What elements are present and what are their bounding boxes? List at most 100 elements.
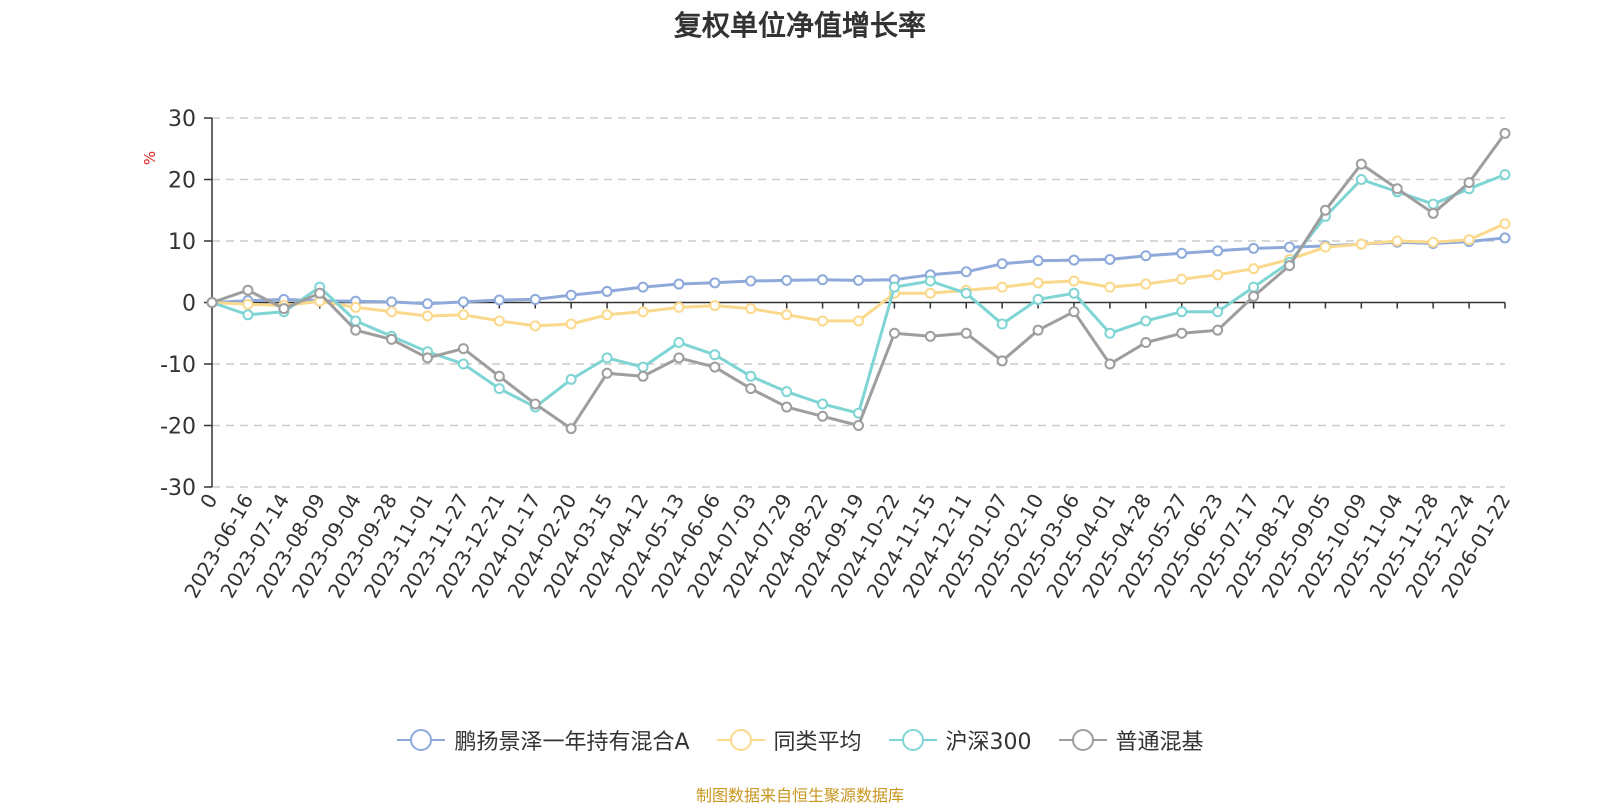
series-lines	[206, 127, 1511, 435]
data-point	[1212, 245, 1224, 257]
data-point	[673, 301, 685, 313]
tick-labels: 3020100-10-20-30%02023-06-162023-07-1420…	[141, 107, 1515, 602]
source-note: 制图数据来自恒生聚源数据库	[695, 786, 904, 805]
data-point	[1104, 253, 1116, 265]
data-point	[242, 309, 254, 321]
data-point	[1068, 275, 1080, 287]
y-tick-label: 30	[168, 107, 196, 132]
data-point	[529, 293, 541, 305]
data-point	[745, 303, 757, 315]
legend: 鹏扬景泽一年持有混合A 同类平均 沪深300 普通混基	[0, 724, 1600, 756]
data-point	[996, 355, 1008, 367]
data-point	[493, 370, 505, 382]
data-point	[1068, 287, 1080, 299]
data-point	[853, 420, 864, 431]
data-point	[924, 330, 936, 342]
data-point	[817, 410, 829, 422]
legend-item[interactable]: 同类平均	[716, 724, 862, 756]
data-point	[422, 298, 433, 310]
data-point	[1104, 327, 1116, 339]
data-point	[457, 309, 469, 321]
data-point	[565, 423, 577, 435]
data-point	[1032, 293, 1044, 305]
data-point	[1499, 127, 1511, 139]
data-point	[601, 352, 613, 364]
data-point	[1176, 306, 1188, 318]
data-point	[457, 296, 469, 308]
data-point	[888, 281, 900, 293]
series-line-2	[210, 173, 1507, 415]
data-point	[1032, 255, 1044, 267]
data-point	[493, 315, 505, 327]
data-point	[601, 367, 613, 379]
legend-item[interactable]: 鹏扬景泽一年持有混合A	[396, 724, 690, 756]
data-point	[1176, 273, 1188, 285]
data-point	[924, 275, 936, 287]
data-point	[493, 383, 505, 395]
data-point	[242, 298, 254, 310]
y-tick-label: -20	[160, 415, 196, 440]
series-line-1	[210, 222, 1507, 328]
legend-item[interactable]: 普通混基	[1058, 724, 1204, 756]
legend-marker-icon	[716, 729, 765, 751]
data-point	[1140, 278, 1152, 290]
data-point	[1391, 183, 1403, 195]
data-point	[745, 383, 757, 395]
data-point	[1212, 324, 1224, 336]
data-point	[386, 333, 398, 345]
data-point	[637, 370, 649, 382]
data-point	[565, 289, 577, 301]
data-point	[996, 281, 1008, 293]
data-point	[314, 287, 326, 299]
series-line-0	[210, 236, 1507, 306]
data-point	[1140, 336, 1152, 348]
data-point	[1463, 177, 1475, 189]
data-point	[745, 275, 757, 287]
data-point	[565, 318, 577, 330]
y-tick-label: -30	[160, 476, 196, 501]
data-point	[1319, 204, 1331, 216]
data-point	[1499, 218, 1511, 230]
data-point	[1391, 235, 1403, 247]
data-point	[673, 352, 685, 364]
data-point	[1176, 327, 1188, 339]
data-point	[350, 301, 362, 313]
data-point	[1104, 358, 1116, 370]
data-point	[1427, 198, 1439, 210]
data-point	[350, 315, 362, 327]
data-point	[1284, 241, 1295, 253]
data-point	[960, 266, 972, 278]
data-point	[1463, 234, 1475, 246]
data-point	[1284, 260, 1295, 272]
data-point	[1355, 158, 1367, 170]
data-point	[1140, 250, 1152, 262]
data-point	[493, 294, 505, 306]
y-axis-label: %	[141, 151, 159, 165]
data-point	[601, 285, 613, 297]
data-point	[996, 318, 1008, 330]
data-point	[350, 324, 362, 336]
data-point	[745, 370, 757, 382]
data-point	[422, 352, 433, 364]
data-point	[1104, 281, 1116, 293]
data-point	[1212, 306, 1224, 318]
data-point	[1248, 263, 1260, 275]
data-point	[996, 258, 1008, 270]
data-point	[709, 300, 721, 312]
x-tick-label: 0	[195, 490, 222, 513]
data-point	[781, 274, 793, 286]
data-point	[1068, 306, 1080, 318]
data-point	[457, 358, 469, 370]
data-point	[206, 297, 218, 308]
data-point	[1212, 269, 1224, 281]
chart-title: 复权单位净值增长率	[673, 9, 926, 42]
data-point	[1355, 174, 1367, 185]
y-tick-label: -10	[160, 353, 196, 378]
data-point	[709, 349, 721, 361]
data-point	[853, 315, 864, 327]
data-point	[1248, 242, 1260, 254]
legend-item[interactable]: 沪深300	[888, 724, 1032, 756]
data-point	[1499, 232, 1511, 244]
data-point	[817, 315, 829, 327]
data-point	[386, 296, 398, 308]
